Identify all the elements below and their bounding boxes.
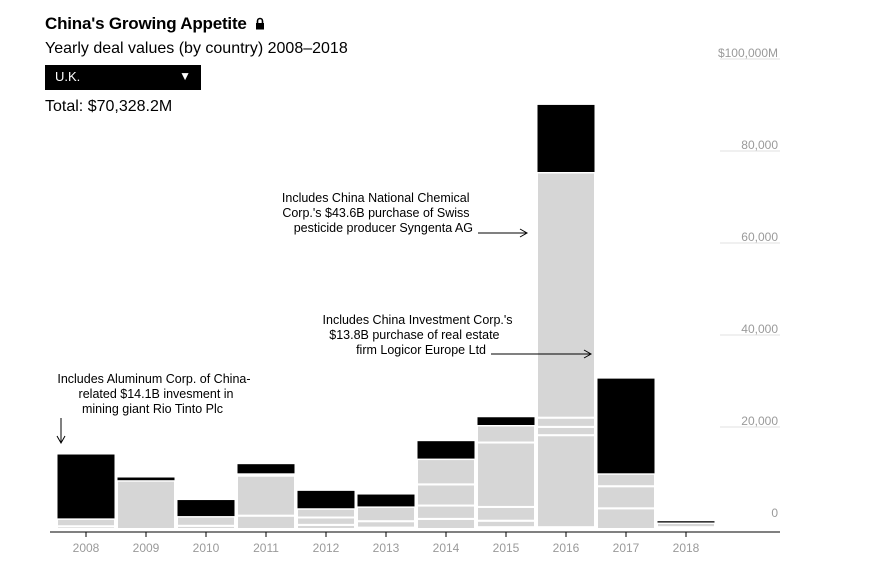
bar-segment-other[interactable] (536, 171, 596, 419)
country-dropdown-value: U.K. (55, 69, 81, 84)
bar-segment-uk[interactable] (656, 520, 716, 524)
y-tick-label: 20,000 (741, 414, 778, 428)
bar-segment-other[interactable] (416, 458, 476, 486)
bar-segment-other[interactable] (596, 507, 656, 530)
x-tick-label: 2015 (493, 541, 520, 555)
annotation-2017-line: Includes China Investment Corp.'s (323, 313, 513, 327)
bar-segment-uk[interactable] (596, 377, 656, 475)
bar-segment-other[interactable] (296, 516, 356, 526)
bar-segment-other[interactable] (416, 483, 476, 507)
arrow-right-icon (491, 349, 593, 359)
bar-segment-other[interactable] (176, 515, 236, 527)
x-tick-label: 2012 (313, 541, 340, 555)
annotation-2008-line: related $14.1B invesment in (79, 387, 234, 401)
bar-segment-other[interactable] (476, 424, 536, 444)
lock-icon (255, 15, 265, 35)
bar-segment-uk[interactable] (236, 463, 296, 475)
annotation-2008: Includes Aluminum Corp. of China- relate… (57, 372, 254, 416)
total-value: Total: $70,328.2M (45, 98, 173, 115)
x-tick-label: 2009 (133, 541, 160, 555)
bar-segment-uk[interactable] (356, 493, 416, 508)
y-tick-label: $100,000M (718, 46, 778, 60)
bar-segment-other[interactable] (536, 425, 596, 437)
annotation-2017-line: $13.8B purchase of real estate (329, 328, 499, 342)
bar-segment-other[interactable] (296, 507, 356, 519)
bar-segment-other[interactable] (536, 416, 596, 428)
country-dropdown[interactable]: U.K. ▼ (45, 65, 201, 90)
bar-segment-other[interactable] (56, 517, 116, 528)
bar-segment-other[interactable] (656, 522, 716, 529)
annotation-2016-line: Includes China National Chemical (282, 191, 470, 205)
chart-title-text: China's Growing Appetite (45, 14, 247, 33)
bar-segment-uk[interactable] (296, 489, 356, 510)
caret-down-icon: ▼ (179, 69, 191, 83)
x-tick-label: 2011 (253, 541, 279, 555)
x-tick-label: 2018 (673, 541, 700, 555)
bar-segment-uk[interactable] (536, 103, 596, 173)
bar-segment-other[interactable] (596, 485, 656, 510)
arrow-right-icon (478, 228, 529, 238)
x-tick-label: 2017 (613, 541, 640, 555)
bar-segment-other[interactable] (116, 479, 176, 531)
x-tick-label: 2014 (433, 541, 460, 555)
chart-title: China's Growing Appetite (45, 14, 265, 35)
bar-segment-other[interactable] (536, 434, 596, 529)
bar-segment-other[interactable] (596, 472, 656, 488)
x-tick-label: 2008 (73, 541, 100, 555)
x-tick-label: 2016 (553, 541, 580, 555)
annotation-2008-line: mining giant Rio Tinto Plc (82, 402, 223, 416)
annotation-2016: Includes China National Chemical Corp.'s… (282, 191, 473, 235)
bar-segment-uk[interactable] (416, 440, 476, 460)
bar-segment-other[interactable] (476, 505, 536, 522)
bar-segment-other[interactable] (476, 441, 536, 508)
bar-segment-uk[interactable] (56, 453, 116, 520)
y-tick-label: 0 (771, 506, 778, 520)
bar-segment-other[interactable] (416, 504, 476, 520)
bar-segment-other[interactable] (236, 474, 296, 517)
annotation-2017: Includes China Investment Corp.'s $13.8B… (323, 313, 516, 357)
annotation-2016-line: Corp.'s $43.6B purchase of Swiss (282, 206, 469, 220)
bar-segment-other[interactable] (236, 514, 296, 530)
bar-segment-uk[interactable] (476, 416, 536, 427)
arrow-down-icon (56, 418, 66, 445)
bar-segment-uk[interactable] (116, 476, 176, 482)
bar-segment-uk[interactable] (176, 499, 236, 518)
x-tick-label: 2013 (373, 541, 400, 555)
annotation-2016-line: pesticide producer Syngenta AG (294, 221, 473, 235)
x-tick-label: 2010 (193, 541, 220, 555)
annotation-2008-line: Includes Aluminum Corp. of China- (57, 372, 250, 386)
y-tick-label: 80,000 (741, 138, 778, 152)
bar-segment-other[interactable] (356, 505, 416, 523)
y-tick-label: 60,000 (741, 230, 778, 244)
chart-subtitle: Yearly deal values (by country) 2008–201… (45, 40, 348, 57)
y-tick-label: 40,000 (741, 322, 778, 336)
bar-segment-other[interactable] (416, 517, 476, 531)
annotation-2017-line: firm Logicor Europe Ltd (356, 343, 486, 357)
